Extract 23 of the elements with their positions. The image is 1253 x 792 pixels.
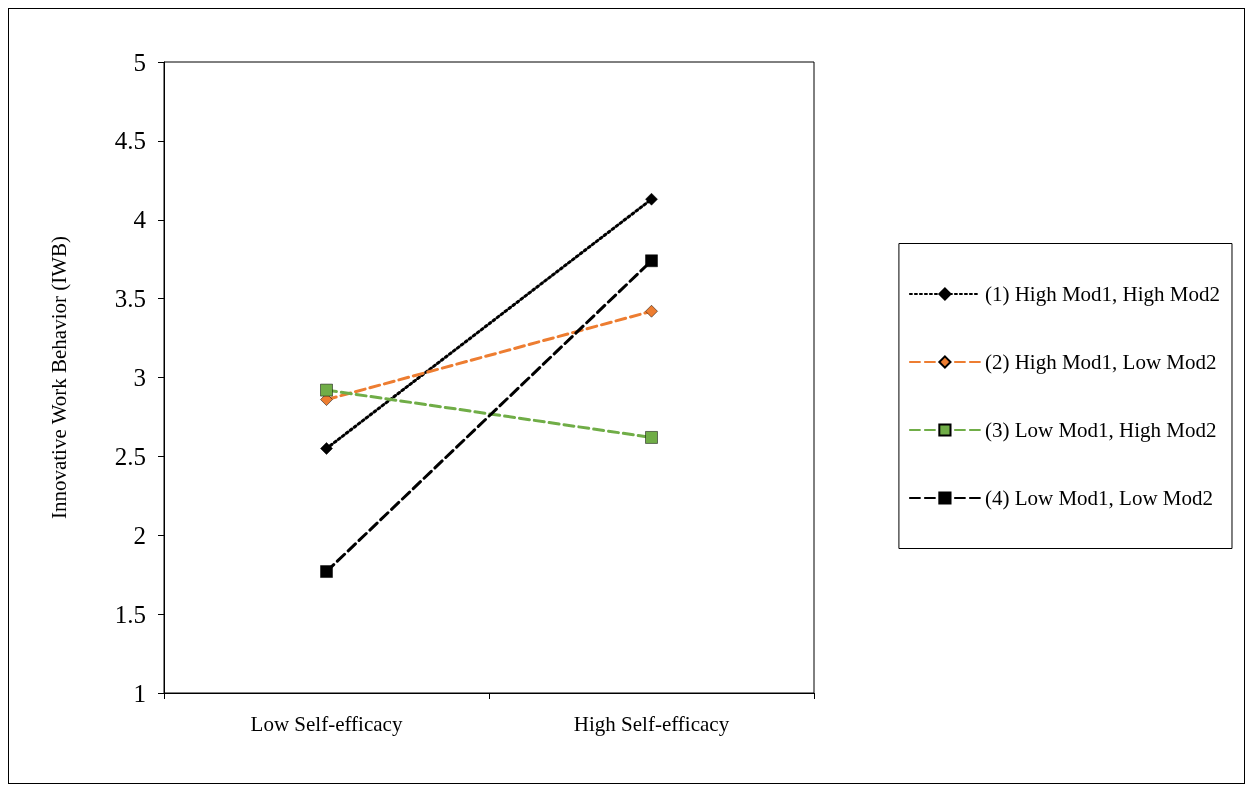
y-tick-label: 5 [133, 48, 146, 76]
point [320, 565, 333, 578]
y-tick-label: 1.5 [114, 600, 146, 628]
point [320, 442, 333, 455]
point [645, 304, 658, 318]
y-tick-label: 2 [133, 521, 146, 549]
y-tick-label: 2.5 [114, 442, 146, 470]
x-tick-label: High Self-efficacy [573, 711, 730, 736]
y-tick-label: 4 [133, 206, 147, 234]
legend-label: (3) Low Mod1, High Mod2 [984, 418, 1217, 442]
legend-label: (1) High Mod1, High Mod2 [984, 282, 1221, 306]
point [320, 383, 333, 397]
y-tick-label: 3 [133, 364, 146, 391]
y-tick-label: 3.5 [114, 285, 146, 313]
point [645, 192, 658, 206]
point [645, 254, 658, 268]
y-tick-label: 4.5 [114, 127, 146, 155]
y-tick-label: 1 [133, 679, 146, 707]
y-axis-title: Innovative Work Behavior (IWB) [46, 235, 71, 520]
legend-label: (4) Low Mod1, Low Mod2 [984, 486, 1213, 510]
point [645, 431, 658, 444]
legend-label: (2) High Mod1, Low Mod2 [984, 350, 1217, 374]
x-tick-label: Low Self-efficacy [250, 711, 403, 736]
